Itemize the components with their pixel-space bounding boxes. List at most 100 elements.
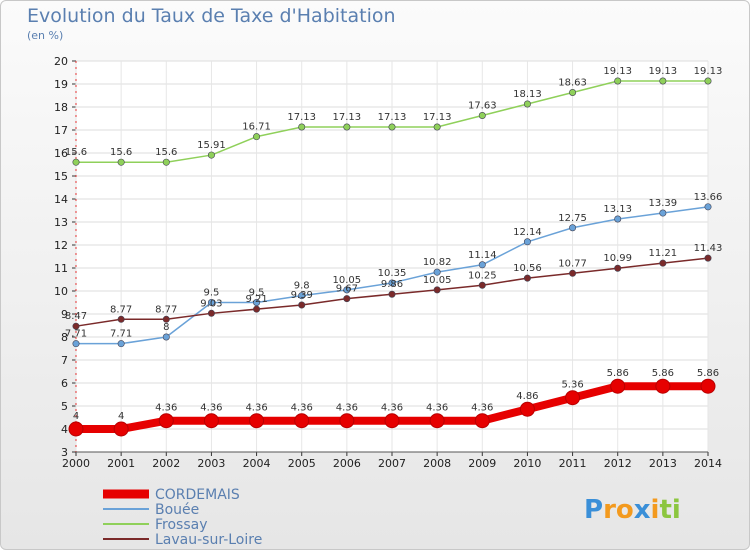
data-label: 17.13 (423, 112, 452, 123)
data-point (298, 123, 306, 131)
data-label: 17.13 (333, 112, 362, 123)
data-label: 4.36 (245, 403, 267, 414)
data-point (207, 298, 215, 306)
data-label: 4.36 (155, 403, 177, 414)
data-label: 13.66 (694, 192, 723, 203)
data-label: 18.63 (558, 78, 587, 89)
data-point (117, 340, 125, 348)
x-tick-label: 2001 (107, 457, 135, 470)
data-label: 18.13 (513, 89, 542, 100)
x-tick-label: 2008 (423, 457, 451, 470)
data-point (162, 315, 170, 323)
data-point (343, 123, 351, 131)
data-point (162, 333, 170, 341)
data-point (253, 305, 261, 313)
data-label: 12.75 (558, 213, 587, 224)
data-label: 8.77 (155, 304, 177, 315)
data-label: 5.86 (652, 368, 674, 379)
data-point (478, 281, 486, 289)
data-point (614, 77, 622, 85)
data-label: 17.13 (287, 112, 316, 123)
legend-label: Frossay (155, 517, 208, 533)
data-point (298, 292, 306, 300)
data-point (565, 390, 581, 406)
chart-subtitle: (en %) (27, 29, 64, 42)
x-tick-label: 2012 (604, 457, 632, 470)
data-label: 17.13 (378, 112, 407, 123)
data-point (72, 158, 80, 166)
x-tick-label: 2009 (468, 457, 496, 470)
data-point (474, 413, 490, 429)
y-tick-label: 8 (61, 331, 68, 344)
data-point (704, 77, 712, 85)
data-label: 5.36 (561, 380, 583, 391)
x-tick-label: 2003 (197, 457, 225, 470)
data-label: 11.43 (694, 243, 723, 254)
y-tick-label: 4 (61, 423, 68, 436)
data-label: 9.67 (336, 284, 358, 295)
data-point (704, 254, 712, 262)
legend-label: CORDEMAIS (155, 487, 240, 503)
data-point (523, 238, 531, 246)
data-label: 11.14 (468, 250, 497, 261)
data-point (433, 286, 441, 294)
data-point (433, 123, 441, 131)
data-label: 8 (163, 322, 169, 333)
data-point (117, 158, 125, 166)
y-tick-label: 11 (54, 262, 68, 275)
logo-letter: t (659, 495, 671, 525)
y-tick-label: 20 (54, 55, 68, 68)
data-point (343, 286, 351, 294)
x-tick-label: 2007 (378, 457, 406, 470)
x-tick-label: 2013 (649, 457, 677, 470)
data-point (158, 413, 174, 429)
y-tick-label: 6 (61, 377, 68, 390)
data-label: 5.86 (607, 368, 629, 379)
data-label: 10.99 (603, 253, 632, 264)
y-tick-label: 3 (61, 446, 68, 459)
data-point (162, 158, 170, 166)
chart-title: Evolution du Taux de Taxe d'Habitation (27, 5, 396, 27)
data-label: 19.13 (649, 66, 678, 77)
x-tick-label: 2002 (152, 457, 180, 470)
data-label: 15.6 (155, 147, 177, 158)
proxiti-logo: Proxiti (584, 495, 681, 525)
data-point (388, 123, 396, 131)
y-tick-label: 15 (54, 170, 68, 183)
data-point (569, 269, 577, 277)
x-tick-label: 2010 (513, 457, 541, 470)
data-label: 10.77 (558, 258, 587, 269)
data-point (249, 413, 265, 429)
y-tick-label: 9 (61, 308, 68, 321)
x-tick-label: 2006 (333, 457, 361, 470)
data-point (388, 290, 396, 298)
y-tick-label: 19 (54, 78, 68, 91)
data-point (207, 309, 215, 317)
y-tick-label: 18 (54, 101, 68, 114)
data-point (700, 378, 716, 394)
data-point (478, 112, 486, 120)
data-label: 7.71 (110, 329, 132, 340)
data-label: 9.21 (245, 294, 267, 305)
y-tick-label: 5 (61, 400, 68, 413)
data-point (523, 100, 531, 108)
y-tick-label: 10 (54, 285, 68, 298)
legend-label: Lavau-sur-Loire (155, 532, 262, 548)
y-tick-label: 14 (54, 193, 68, 206)
data-point (339, 413, 355, 429)
data-label: 13.39 (649, 198, 678, 209)
data-point (519, 401, 535, 417)
data-label: 4.36 (291, 403, 313, 414)
data-point (659, 77, 667, 85)
data-label: 10.56 (513, 263, 542, 274)
data-label: 8.47 (65, 311, 87, 322)
x-tick-label: 2005 (288, 457, 316, 470)
data-point (68, 421, 84, 437)
data-label: 10.82 (423, 257, 452, 268)
data-point (569, 89, 577, 97)
y-tick-label: 7 (61, 354, 68, 367)
data-label: 15.6 (65, 147, 87, 158)
data-label: 19.13 (603, 66, 632, 77)
